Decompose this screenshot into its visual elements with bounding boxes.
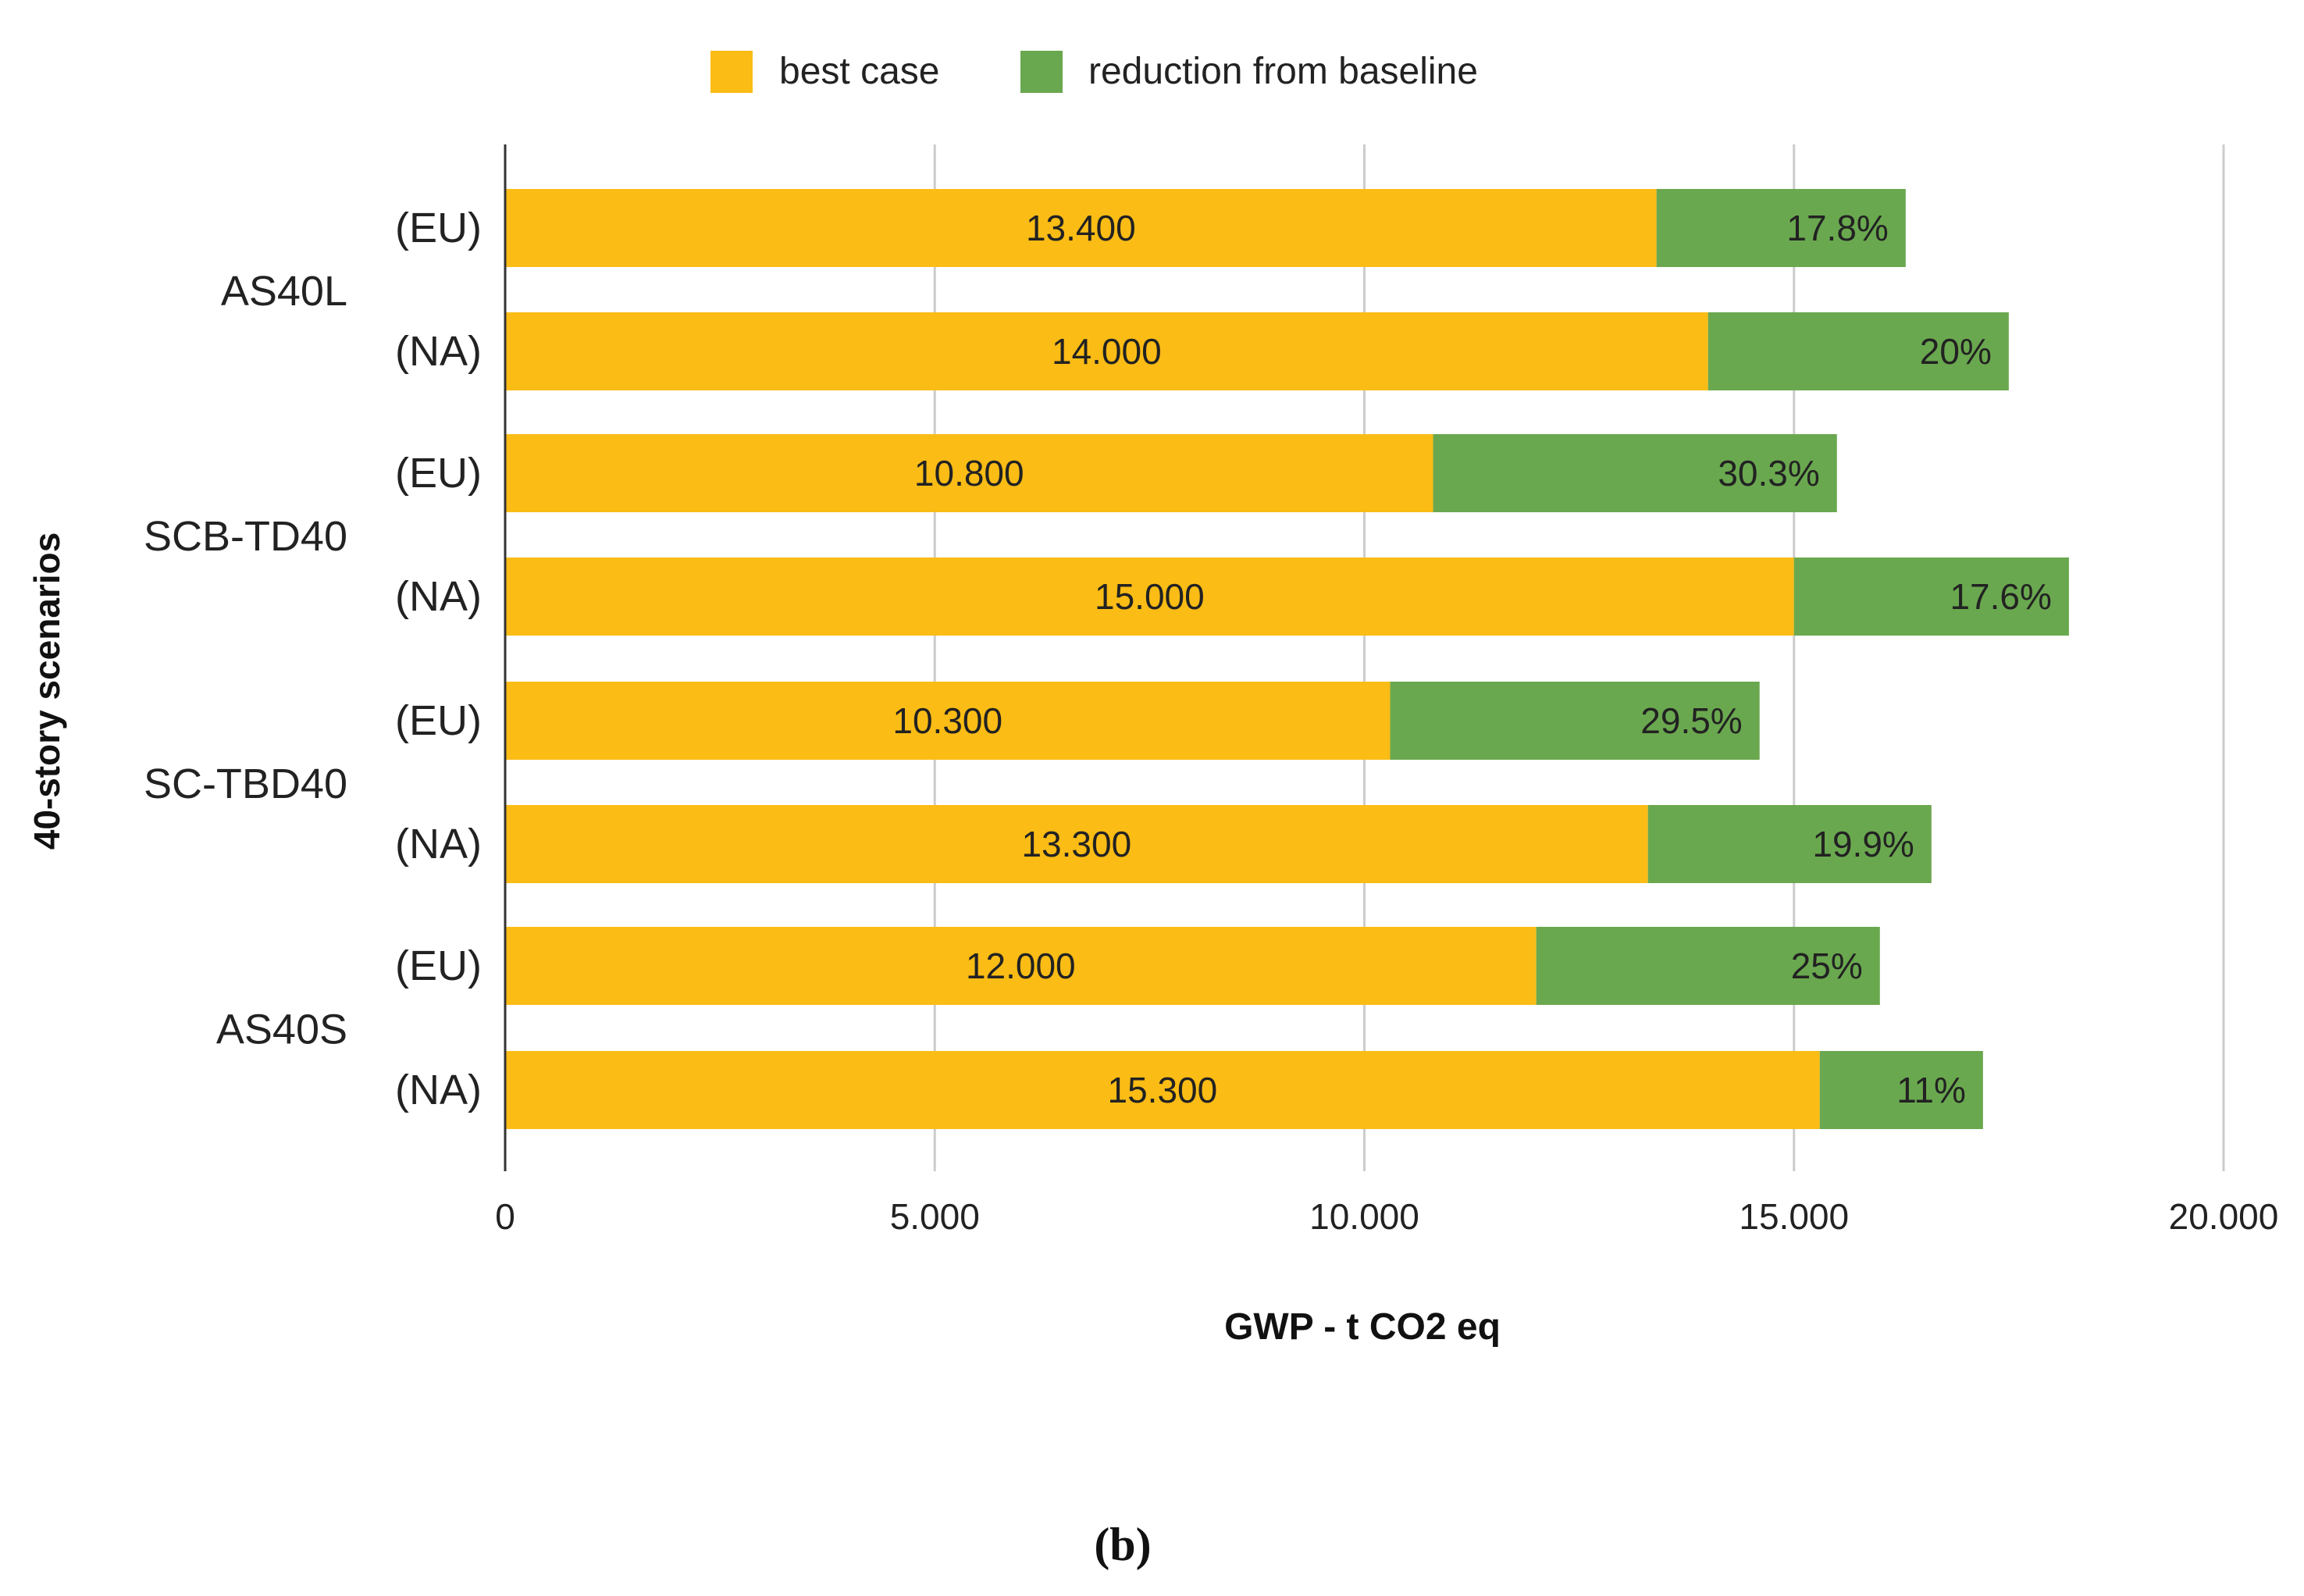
data-label-reduction: 11% [1896,1070,1966,1110]
bar-best-case [505,558,1794,636]
data-label-reduction: 19.9% [1812,824,1914,864]
y-tick-label-region: (NA) [395,573,482,620]
grid-lines [933,144,2225,1171]
bar-best-case [505,927,1537,1005]
bar-reduction [1647,805,1932,883]
data-label-best-case: 10.800 [914,453,1024,493]
data-label-best-case: 15.300 [1108,1070,1218,1110]
data-label-reduction: 17.6% [1950,576,2051,617]
data-label-reduction: 30.3% [1718,453,1819,493]
data-label-best-case: 13.300 [1021,824,1131,864]
figure-caption: (b) [1094,1519,1151,1570]
y-tick-label-region: (NA) [395,1067,482,1113]
bar-best-case [505,312,1708,390]
bar-reduction [1656,189,1906,267]
bar-reduction [1708,312,2009,390]
data-label-best-case: 10.300 [892,700,1002,741]
y-tick-label-region: (EU) [395,697,482,744]
y-tick-label-group: AS40S [216,1006,347,1053]
data-label-best-case: 12.000 [966,946,1076,986]
data-label-reduction: 17.8% [1786,208,1888,248]
x-tick-label: 10.000 [1309,1196,1419,1237]
y-tick-label-region: (EU) [395,205,482,251]
y-tick-label-region: (EU) [395,942,482,989]
x-tick-label: 5.000 [890,1196,980,1237]
y-tick-label-group: SCB-TD40 [144,513,347,560]
x-tick-label: 15.000 [1739,1196,1849,1237]
bar-reduction [1536,927,1880,1005]
y-tick-label-region: (NA) [395,821,482,867]
data-label-reduction: 20% [1920,331,1992,372]
bars: 13.400 17.8% 14.000 20% 10.800 30.3% 15.000 17.… [505,189,2069,1129]
y-axis-title: 40-story scenarios [27,533,67,850]
data-label-best-case: 15.000 [1095,576,1205,617]
bar-best-case [505,682,1391,760]
data-label-reduction: 25% [1791,946,1863,986]
bar-reduction [1793,558,2069,636]
bar-best-case [505,805,1648,883]
bar-reduction [1433,434,1837,512]
legend-swatch-reduction [1020,51,1063,93]
data-label-best-case: 13.400 [1026,208,1136,248]
legend-label-best-case: best case [779,51,939,92]
legend-swatch-best-case [710,51,753,93]
axes: 0 5.000 10.000 15.000 20.000 (EU) (NA) AS40L (EU… [144,144,2278,1237]
y-tick-label-group: SC-TBD40 [144,761,347,807]
x-tick-label: 20.000 [2169,1196,2279,1237]
bar-best-case [505,189,1657,267]
y-tick-label-group: AS40L [221,268,347,315]
x-axis-title: GWP - t CO2 eq [1224,1306,1501,1348]
y-tick-label-region: (NA) [395,328,482,375]
legend-label-reduction: reduction from baseline [1088,51,1478,92]
legend: best case reduction from baseline [710,51,1478,93]
bar-reduction [1390,682,1760,760]
bar-best-case [505,434,1433,512]
y-tick-label-region: (EU) [395,450,482,497]
x-tick-label: 0 [495,1196,515,1237]
bar-reduction [1819,1051,1983,1129]
data-label-best-case: 14.000 [1052,331,1162,372]
bar-best-case [505,1051,1820,1129]
data-label-reduction: 29.5% [1640,700,1742,741]
